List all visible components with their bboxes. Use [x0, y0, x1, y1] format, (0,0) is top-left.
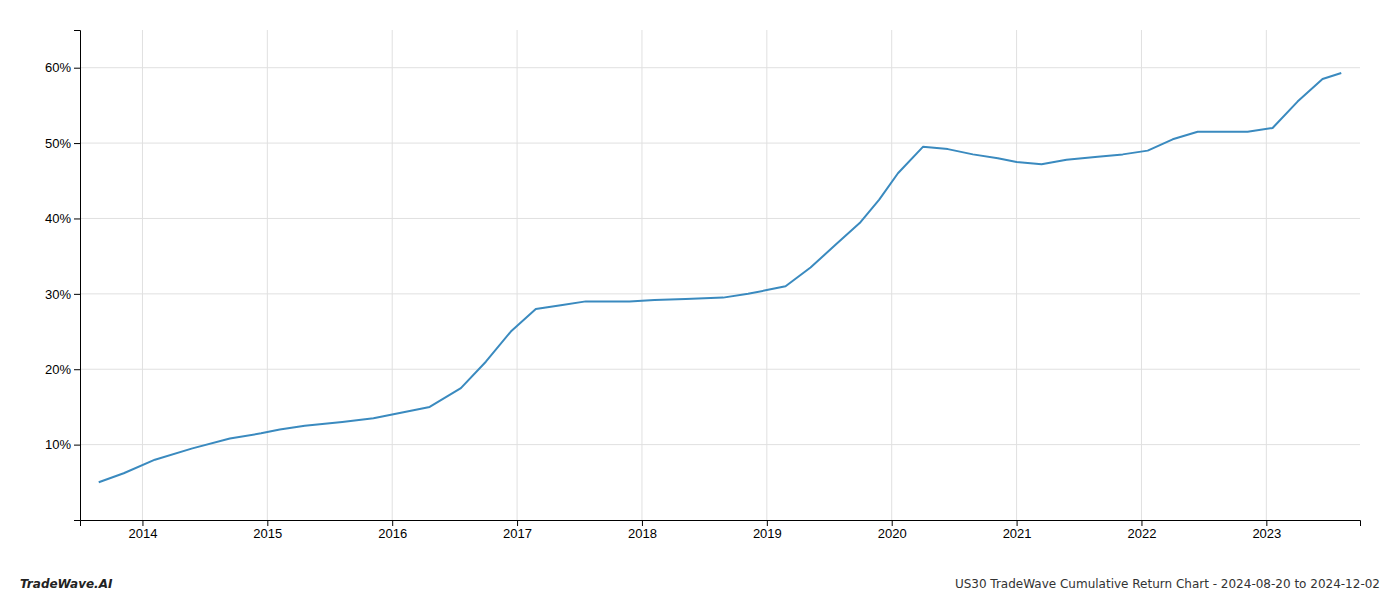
x-grid-line — [517, 30, 518, 520]
x-tick-mark — [1266, 520, 1267, 526]
x-grid-line — [267, 30, 268, 520]
y-tick-label: 10% — [45, 437, 71, 452]
y-tick: 40% — [45, 211, 80, 226]
x-tick-label: 2018 — [628, 526, 657, 541]
x-tick-mark — [1017, 520, 1018, 526]
x-tick: 2018 — [628, 520, 657, 541]
y-tick: 60% — [45, 60, 80, 75]
y-axis-line — [74, 31, 81, 521]
x-tick: 2016 — [378, 520, 407, 541]
x-tick: 2019 — [753, 520, 782, 541]
x-tick: 2020 — [878, 520, 907, 541]
y-grid-line — [80, 293, 1360, 294]
x-grid-line — [1266, 30, 1267, 520]
x-tick-label: 2017 — [503, 526, 532, 541]
x-tick-label: 2016 — [378, 526, 407, 541]
x-grid-line — [891, 30, 892, 520]
x-tick: 2014 — [128, 520, 157, 541]
y-grid-line — [80, 67, 1360, 68]
x-tick-mark — [142, 520, 143, 526]
y-grid-line — [80, 143, 1360, 144]
x-grid-line — [1016, 30, 1017, 520]
y-grid-line — [80, 444, 1360, 445]
y-tick-label: 40% — [45, 211, 71, 226]
x-tick-label: 2022 — [1128, 526, 1157, 541]
footer-right: US30 TradeWave Cumulative Return Chart -… — [955, 577, 1380, 591]
chart: 2014 2015 2016 2017 2018 2019 2020 2021 2022 2023… — [0, 0, 1400, 600]
y-axis: 10% 20% 30% 40% 50% 60% — [45, 31, 81, 521]
marks — [99, 73, 1342, 482]
y-tick-mark — [74, 294, 80, 295]
x-axis: 2014 2015 2016 2017 2018 2019 2020 2021 2022 2023 — [81, 520, 1361, 541]
x-tick-label: 2020 — [878, 526, 907, 541]
x-tick-label: 2021 — [1003, 526, 1032, 541]
x-tick-label: 2015 — [253, 526, 282, 541]
x-grid-line — [641, 30, 642, 520]
x-tick-mark — [517, 520, 518, 526]
y-tick: 10% — [45, 437, 80, 452]
x-tick-mark — [1141, 520, 1142, 526]
x-tick: 2022 — [1128, 520, 1157, 541]
y-tick-mark — [74, 68, 80, 69]
y-tick-label: 30% — [45, 287, 71, 302]
footer-left: TradeWave.AI — [20, 577, 113, 591]
x-tick-mark — [642, 520, 643, 526]
x-grid-line — [1141, 30, 1142, 520]
x-grid-line — [142, 30, 143, 520]
y-tick: 20% — [45, 362, 80, 377]
x-tick-label: 2014 — [128, 526, 157, 541]
x-tick-mark — [892, 520, 893, 526]
x-tick: 2015 — [253, 520, 282, 541]
x-tick-mark — [267, 520, 268, 526]
x-tick: 2023 — [1252, 520, 1281, 541]
line — [99, 73, 1342, 482]
x-axis-line — [81, 521, 1361, 527]
y-tick-mark — [74, 445, 80, 446]
x-tick: 2021 — [1003, 520, 1032, 541]
y-tick-mark — [74, 369, 80, 370]
y-tick-label: 50% — [45, 136, 71, 151]
y-tick-label: 20% — [45, 362, 71, 377]
x-tick-mark — [392, 520, 393, 526]
x-grid-line — [392, 30, 393, 520]
x-tick: 2017 — [503, 520, 532, 541]
y-grid-line — [80, 218, 1360, 219]
grid — [80, 30, 1360, 520]
x-tick-label: 2019 — [753, 526, 782, 541]
x-tick-label: 2023 — [1252, 526, 1281, 541]
y-tick-mark — [74, 143, 80, 144]
x-grid-line — [766, 30, 767, 520]
y-tick-label: 60% — [45, 60, 71, 75]
y-grid-line — [80, 369, 1360, 370]
y-tick: 50% — [45, 136, 80, 151]
plot: 2014 2015 2016 2017 2018 2019 2020 2021 2022 2023… — [45, 30, 1361, 541]
y-tick-mark — [74, 218, 80, 219]
y-tick: 30% — [45, 287, 80, 302]
x-tick-mark — [767, 520, 768, 526]
